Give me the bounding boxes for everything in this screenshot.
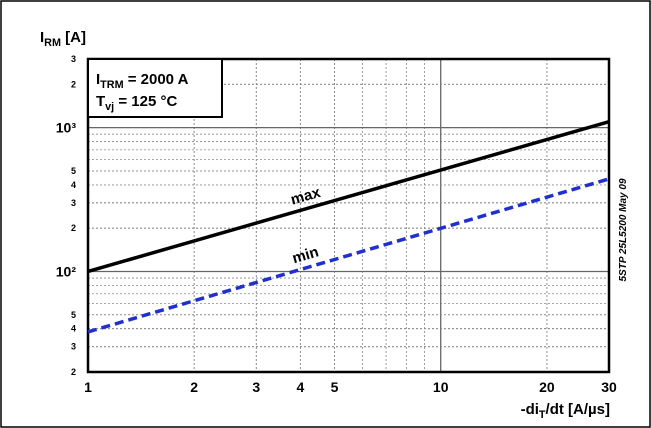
marks (87, 119, 610, 334)
series-line (87, 119, 610, 274)
y-tick-label: 3 (71, 342, 76, 352)
x-tick-label: 1 (84, 379, 92, 395)
x-axis-label: -diT/dt [A/µs] (521, 401, 610, 421)
conditions-box (87, 58, 223, 118)
series-label: min (290, 243, 320, 267)
text-part: = 2000 A (124, 71, 189, 88)
condition-text: Tvj = 125 °C (96, 93, 177, 113)
text-part: T (96, 93, 105, 110)
text-part: I (96, 71, 100, 88)
y-tick-label: 2 (71, 79, 76, 89)
text-part: [A] (61, 29, 86, 46)
x-tick-label: 10 (433, 379, 449, 395)
text-part: -di (521, 401, 539, 418)
series-line (87, 177, 610, 334)
x-tick-label: 30 (601, 379, 617, 395)
y-tick-label: 10³ (56, 120, 77, 136)
y-tick-label: 2 (71, 223, 76, 233)
subscript: T (539, 409, 546, 421)
x-tick-label: 2 (190, 379, 198, 395)
y-tick-label: 3 (71, 54, 76, 64)
x-tick-label: 5 (331, 379, 339, 395)
y-tick-label: 4 (71, 324, 76, 334)
subscript: vj (105, 101, 114, 113)
y-tick-label: 5 (71, 166, 76, 176)
x-tick-label: 3 (252, 379, 260, 395)
plot-frame (86, 57, 611, 374)
y-axis-label: IRM [A] (40, 29, 86, 49)
x-tick-label: 4 (296, 379, 304, 395)
text-part: I (40, 29, 44, 46)
side-note: 5STP 25L5200 May 09 (618, 178, 629, 281)
grid (86, 57, 611, 374)
subscript: TRM (100, 79, 123, 91)
y-tick-label: 3 (71, 198, 76, 208)
text-part: = 125 °C (114, 93, 177, 110)
x-tick-label: 20 (539, 379, 555, 395)
condition-text: ITRM = 2000 A (96, 71, 189, 91)
subscript: RM (44, 37, 61, 49)
text-part: /dt [A/µs] (546, 401, 610, 418)
y-tick-label: 10² (56, 263, 77, 279)
y-tick-label: 4 (71, 180, 76, 190)
y-tick-label: 5 (71, 310, 76, 320)
y-tick-label: 2 (71, 367, 76, 377)
